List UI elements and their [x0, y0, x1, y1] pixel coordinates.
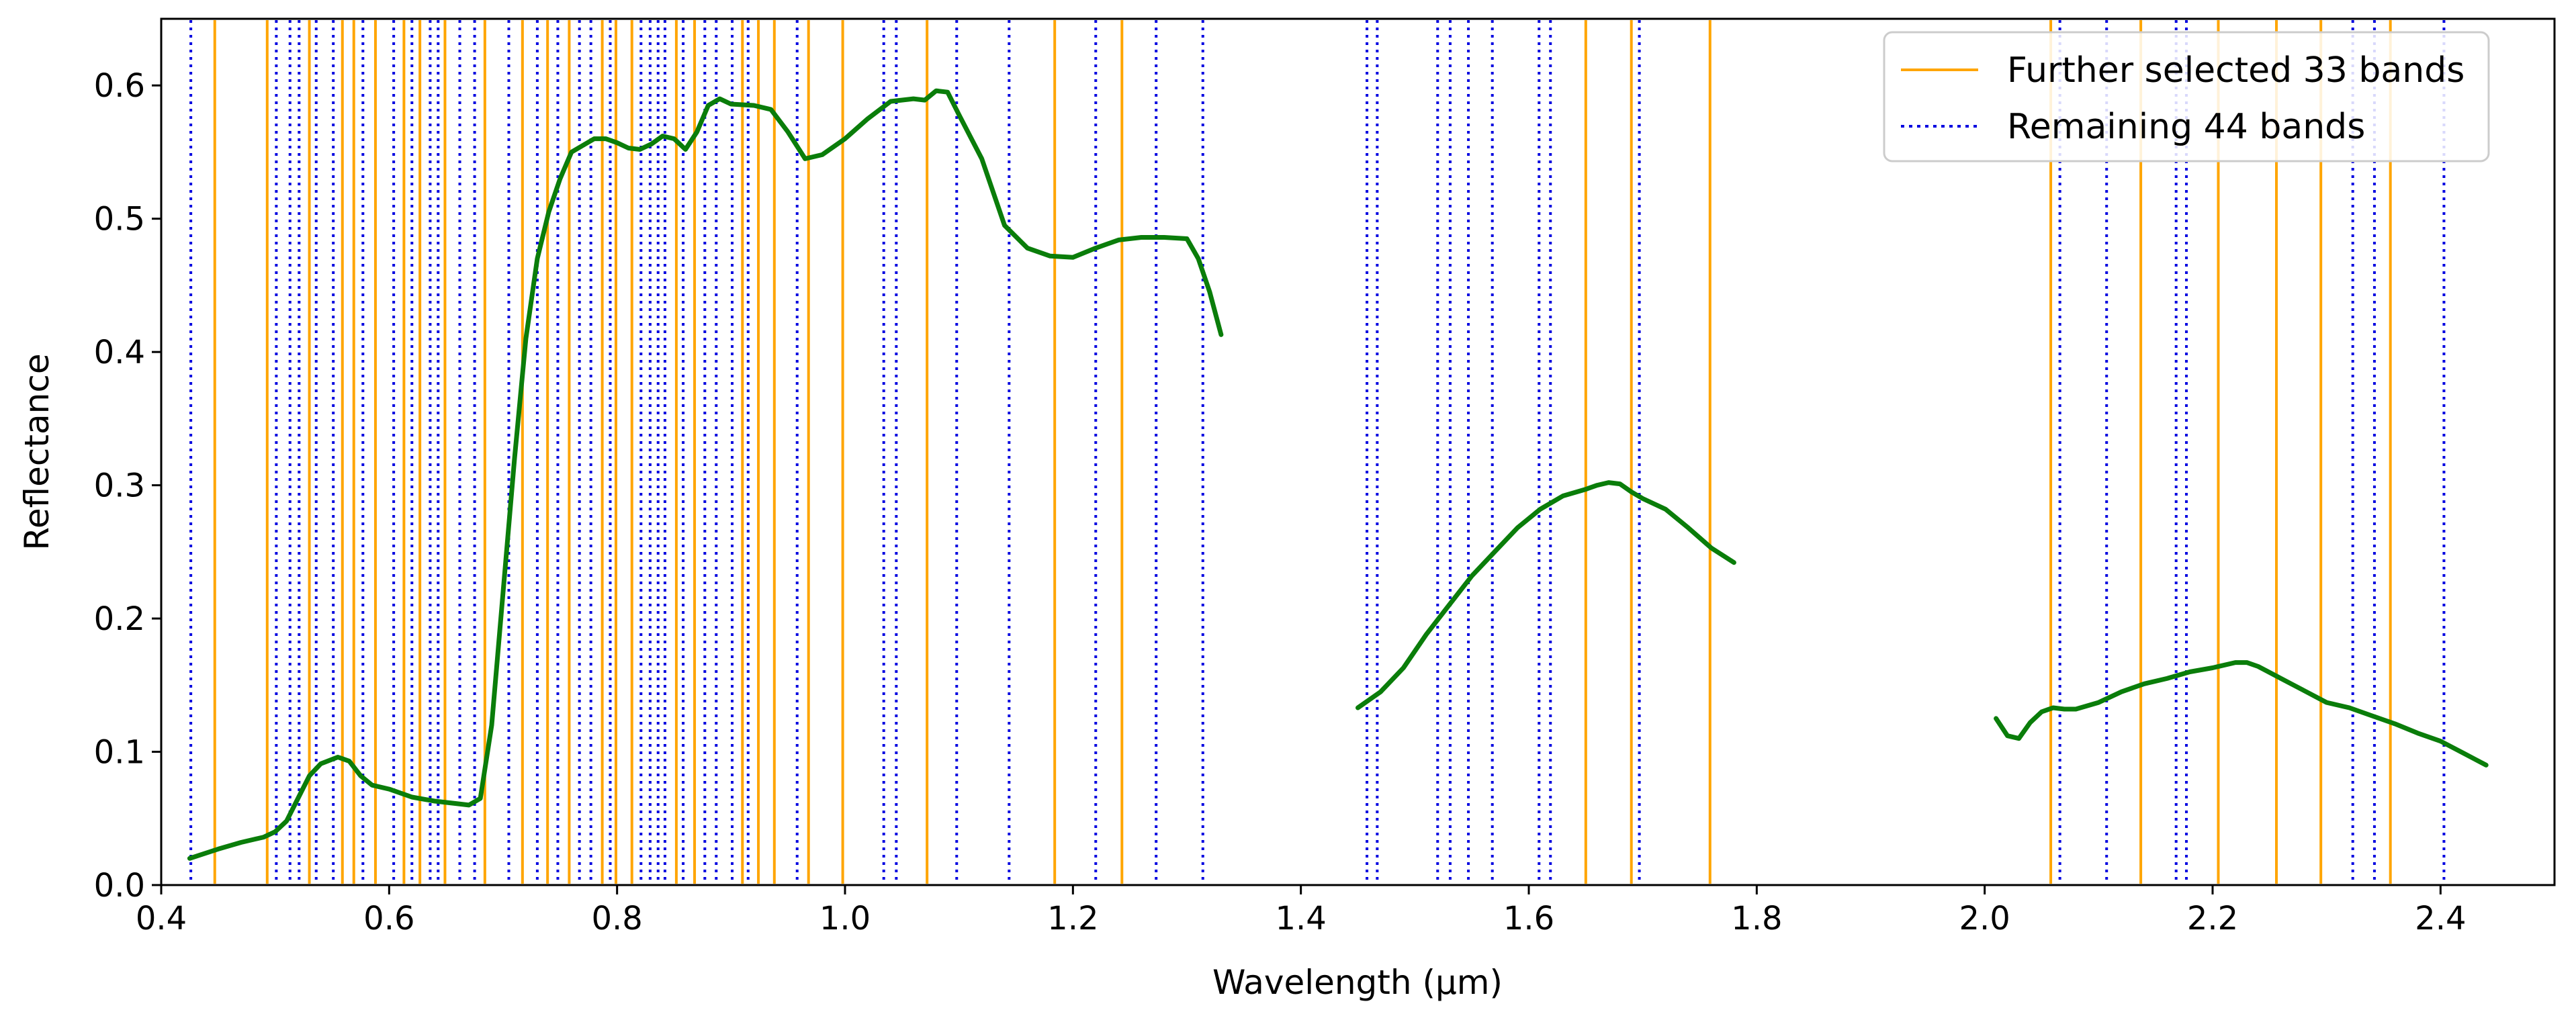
- y-tick-label-0.4: 0.4: [94, 334, 145, 371]
- x-tick-label-2.4: 2.4: [2415, 900, 2466, 937]
- legend: Further selected 33 bands Remaining 44 b…: [1883, 31, 2490, 163]
- x-axis: 0.4 0.6 0.8 1.0 1.2 1.4 1.6 1.8 2.0 2.2 2.4: [136, 885, 2467, 937]
- y-tick-label-0.1: 0.1: [94, 734, 145, 772]
- x-tick-label-1.8: 1.8: [1731, 900, 1782, 937]
- legend-remaining-label: Remaining 44 bands: [2007, 107, 2365, 147]
- x-tick-label-0.6: 0.6: [363, 900, 414, 937]
- x-tick-label-0.8: 0.8: [591, 900, 642, 937]
- y-tick-label-0.6: 0.6: [94, 67, 145, 105]
- x-tick-label-1.2: 1.2: [1047, 900, 1098, 937]
- x-tick-label-0.4: 0.4: [136, 900, 187, 937]
- x-tick-label-1.0: 1.0: [819, 900, 871, 937]
- x-tick-label-1.4: 1.4: [1275, 900, 1326, 937]
- y-tick-label-0.5: 0.5: [94, 201, 145, 238]
- y-tick-label-0.0: 0.0: [94, 867, 145, 905]
- spectrum-line-2: [1356, 480, 1736, 710]
- y-tick-label-0.3: 0.3: [94, 467, 145, 505]
- spectrum-line-3: [1994, 660, 2489, 768]
- plot-frame: [160, 17, 2556, 886]
- x-tick-label-1.6: 1.6: [1503, 900, 1554, 937]
- y-axis-title: Reflectance: [17, 353, 56, 550]
- y-tick-label-0.2: 0.2: [94, 600, 145, 638]
- x-tick-label-2.0: 2.0: [1959, 900, 2010, 937]
- legend-box: [1883, 31, 2490, 163]
- spectrum-line-1: [187, 88, 1224, 861]
- x-axis-title: Wavelength (µm): [1212, 963, 1503, 1002]
- spectrum-series: [187, 88, 2489, 861]
- band-lines: [189, 20, 2446, 884]
- legend-selected-label: Further selected 33 bands: [2007, 50, 2464, 91]
- x-tick-label-2.2: 2.2: [2187, 900, 2238, 937]
- y-axis: 0.0 0.1 0.2 0.3 0.4 0.5 0.6: [94, 67, 161, 905]
